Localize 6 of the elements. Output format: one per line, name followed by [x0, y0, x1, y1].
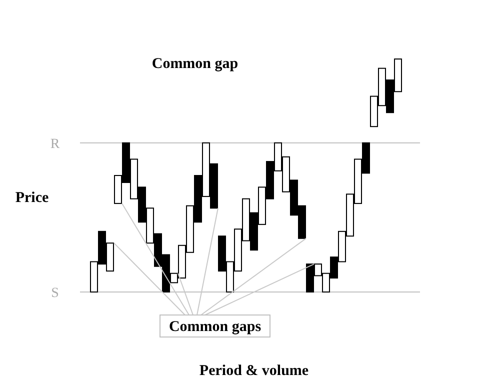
y-axis-title: Price — [15, 190, 49, 206]
annotation: Common gap — [152, 56, 238, 72]
ref-line-label: S — [51, 286, 59, 301]
x-axis-title: Period & volume — [199, 363, 309, 379]
ref-line-label: R — [50, 136, 60, 152]
text: Common gaps — [168, 319, 262, 335]
